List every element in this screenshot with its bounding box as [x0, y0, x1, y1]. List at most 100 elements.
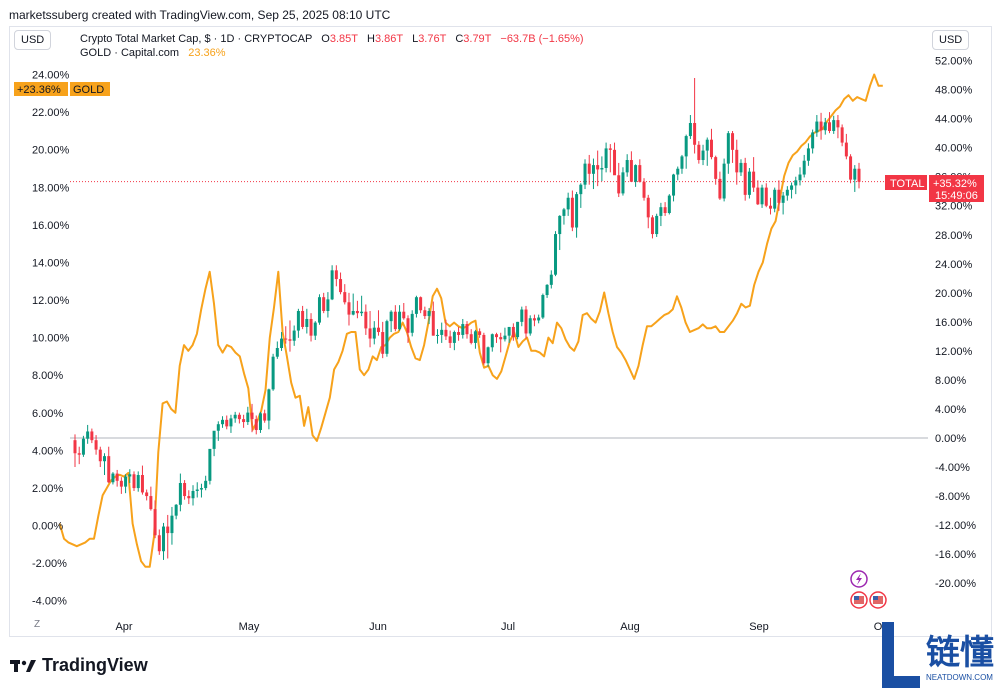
total-candle[interactable] — [469, 329, 473, 345]
total-candle[interactable] — [153, 500, 157, 539]
total-candle[interactable] — [221, 416, 225, 428]
total-candle[interactable] — [199, 483, 203, 498]
total-candle[interactable] — [579, 183, 583, 208]
total-candle[interactable] — [166, 514, 170, 559]
total-candle[interactable] — [208, 448, 212, 485]
total-candle[interactable] — [511, 323, 515, 341]
total-candle[interactable] — [478, 328, 482, 338]
total-candle[interactable] — [195, 482, 199, 498]
total-candle[interactable] — [246, 406, 250, 425]
total-candle[interactable] — [94, 435, 98, 455]
total-candle[interactable] — [827, 112, 831, 134]
total-candle[interactable] — [330, 265, 334, 301]
total-candle[interactable] — [313, 321, 317, 341]
total-candle[interactable] — [435, 329, 439, 344]
total-candle[interactable] — [709, 128, 713, 160]
total-candle[interactable] — [457, 326, 461, 341]
total-candle[interactable] — [423, 306, 427, 319]
total-candle[interactable] — [162, 522, 166, 560]
total-candle[interactable] — [364, 304, 368, 335]
total-candle[interactable] — [347, 292, 351, 326]
total-candle[interactable] — [187, 490, 191, 505]
total-candle[interactable] — [183, 480, 187, 500]
total-candle[interactable] — [562, 207, 566, 225]
total-candle[interactable] — [853, 165, 857, 192]
total-candle[interactable] — [410, 310, 414, 337]
total-candle[interactable] — [145, 489, 149, 501]
total-candle[interactable] — [642, 178, 646, 201]
total-candle[interactable] — [427, 308, 431, 325]
total-candle[interactable] — [790, 182, 794, 199]
total-candle[interactable] — [777, 180, 781, 211]
total-candle[interactable] — [225, 415, 229, 430]
total-candle[interactable] — [764, 183, 768, 208]
total-candle[interactable] — [718, 171, 722, 200]
total-candle[interactable] — [752, 157, 756, 192]
total-candle[interactable] — [372, 321, 376, 345]
total-candle[interactable] — [621, 167, 625, 196]
total-candle[interactable] — [625, 154, 629, 177]
total-candle[interactable] — [204, 475, 208, 491]
total-candle[interactable] — [140, 465, 144, 495]
total-candle[interactable] — [806, 143, 810, 166]
total-candle[interactable] — [722, 158, 726, 202]
total-candle[interactable] — [482, 332, 486, 365]
total-candle[interactable] — [663, 202, 667, 216]
total-candle[interactable] — [726, 130, 730, 174]
total-candle[interactable] — [541, 293, 545, 319]
total-candle[interactable] — [672, 173, 676, 202]
total-candle[interactable] — [655, 213, 659, 237]
total-candle[interactable] — [684, 134, 688, 169]
total-candle[interactable] — [419, 296, 423, 314]
total-candle[interactable] — [503, 327, 507, 342]
total-candle[interactable] — [149, 486, 153, 511]
total-candle[interactable] — [376, 310, 380, 336]
total-candle[interactable] — [629, 151, 633, 182]
total-candle[interactable] — [98, 446, 102, 468]
total-candle[interactable] — [735, 139, 739, 185]
total-candle[interactable] — [317, 294, 321, 325]
total-candle[interactable] — [815, 115, 819, 137]
total-candle[interactable] — [461, 318, 465, 339]
total-candle[interactable] — [326, 292, 330, 318]
total-candle[interactable] — [406, 315, 410, 343]
total-candle[interactable] — [136, 471, 140, 492]
total-candle[interactable] — [119, 477, 123, 494]
total-candle[interactable] — [473, 329, 477, 349]
total-candle[interactable] — [280, 332, 284, 351]
total-candle[interactable] — [575, 191, 579, 238]
total-candle[interactable] — [613, 142, 617, 176]
total-candle[interactable] — [393, 305, 397, 332]
total-candle[interactable] — [495, 332, 499, 343]
total-candle[interactable] — [174, 504, 178, 520]
total-candle[interactable] — [520, 306, 524, 327]
total-candle[interactable] — [115, 469, 119, 487]
total-candle[interactable] — [448, 330, 452, 349]
total-candle[interactable] — [292, 325, 296, 346]
total-candle[interactable] — [676, 166, 680, 181]
total-candle[interactable] — [693, 78, 697, 154]
gold-title[interactable]: GOLD · Capital.com — [80, 47, 180, 59]
total-candle[interactable] — [532, 314, 536, 327]
total-candle[interactable] — [355, 300, 359, 319]
total-candle[interactable] — [334, 265, 338, 287]
total-candle[interactable] — [638, 159, 642, 183]
total-candle[interactable] — [216, 421, 220, 441]
total-candle[interactable] — [490, 333, 494, 352]
total-candle[interactable] — [516, 321, 520, 340]
total-candle[interactable] — [840, 124, 844, 147]
total-candle[interactable] — [705, 137, 709, 166]
zoom-button[interactable]: Z — [34, 619, 41, 630]
total-candle[interactable] — [785, 186, 789, 201]
total-candle[interactable] — [381, 321, 385, 359]
total-candle[interactable] — [322, 292, 326, 314]
total-candle[interactable] — [402, 303, 406, 320]
total-candle[interactable] — [802, 154, 806, 178]
total-candle[interactable] — [452, 330, 456, 351]
total-candle[interactable] — [680, 154, 684, 174]
total-candle[interactable] — [781, 191, 785, 215]
total-candle[interactable] — [646, 194, 650, 229]
total-candle[interactable] — [634, 164, 638, 187]
total-candle[interactable] — [688, 115, 692, 139]
